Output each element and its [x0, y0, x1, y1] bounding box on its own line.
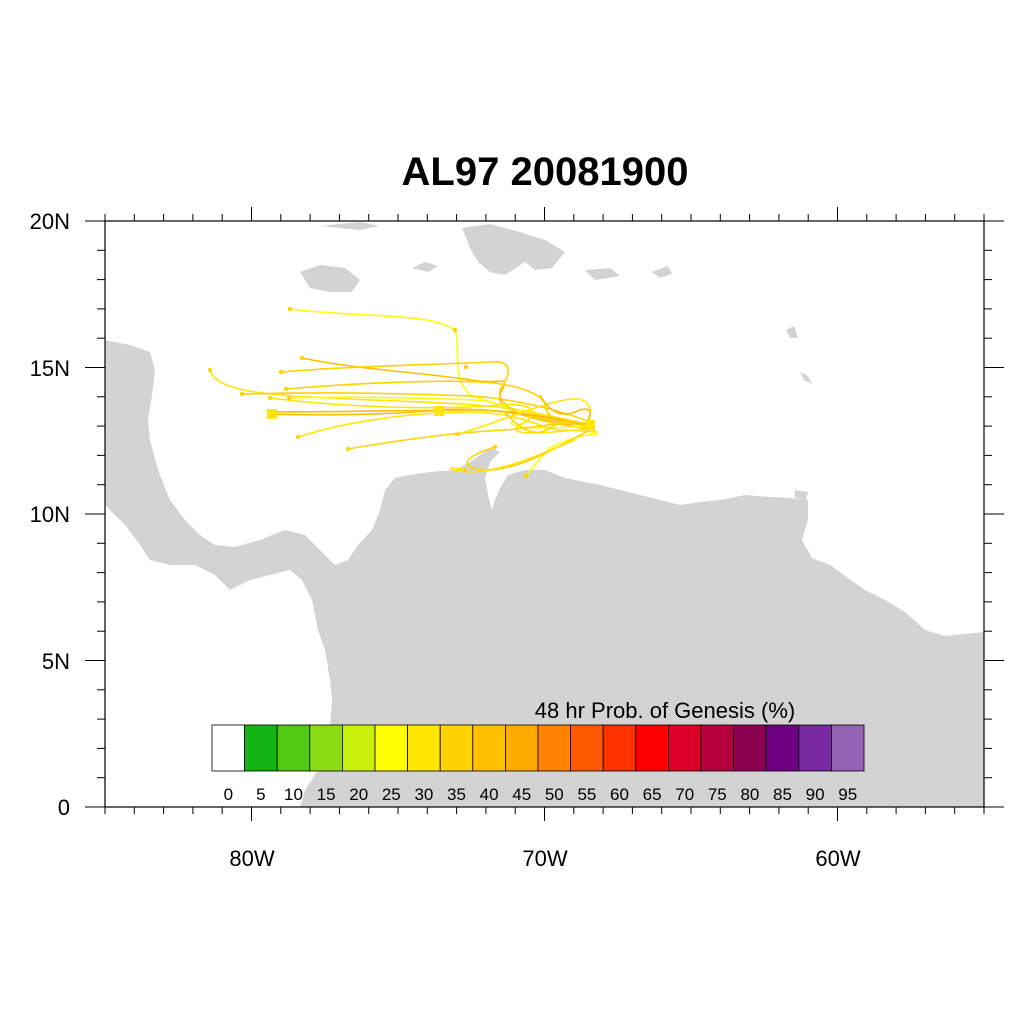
genesis-marker: [434, 406, 444, 416]
colorbar-label: 35: [447, 785, 466, 804]
colorbar-box: [244, 724, 278, 772]
colorbar-label: 30: [414, 785, 433, 804]
storm-track: [269, 397, 593, 434]
colorbar-labels: 0 5 10 15 20 25 30 35 40 45 50 55 60 65 70 75 80 85 90 95: [224, 785, 858, 804]
colorbar-label: 15: [317, 785, 336, 804]
colorbar-box: [211, 724, 245, 772]
colorbar-box: [668, 724, 702, 772]
genesis-marker: [267, 409, 277, 419]
track-point: [287, 306, 293, 312]
track-point: [267, 395, 273, 401]
colorbar-label: 0: [224, 785, 233, 804]
colorbar-box: [537, 724, 571, 772]
lat-label-10n: 10N: [30, 502, 70, 527]
lat-label-15n: 15N: [30, 356, 70, 381]
track-point: [523, 473, 529, 479]
latitude-labels: 20N 15N 10N 5N 0: [30, 209, 70, 820]
track-point: [295, 434, 301, 440]
colorbar-box: [635, 724, 669, 772]
axis-ticks: [85, 207, 1004, 821]
lat-label-5n: 5N: [42, 649, 70, 674]
colorbar-box: [798, 724, 832, 772]
martinique-island: [800, 372, 812, 384]
genesis-tracks: [207, 306, 599, 479]
colorbar-label: 10: [284, 785, 303, 804]
puerto-rico-island: [585, 268, 620, 280]
colorbar-label: 40: [480, 785, 499, 804]
lat-label-20n: 20N: [30, 209, 70, 234]
storm-track: [209, 369, 593, 426]
colorbar-box: [472, 724, 506, 772]
hispaniola-island: [462, 224, 565, 275]
track-point: [283, 386, 289, 392]
colorbar: 48 hr Prob. of Genesis (%) 0 5 10 15 20 25 30 3…: [211, 698, 865, 804]
south-america-landmass: [105, 340, 984, 807]
colorbar-label: 70: [675, 785, 694, 804]
lon-label-70w: 70W: [522, 846, 567, 871]
colorbar-box: [602, 724, 637, 772]
longitude-labels: 80W 70W 60W: [229, 846, 860, 871]
colorbar-box: [374, 724, 408, 772]
colorbar-box: [341, 724, 376, 772]
colorbar-boxes: [211, 724, 865, 772]
trinidad-island: [795, 490, 808, 500]
virgin-islands: [652, 266, 672, 278]
storm-track: [539, 394, 591, 426]
track-point: [299, 355, 305, 361]
track-point: [345, 446, 351, 452]
track-point: [452, 327, 458, 333]
colorbar-label: 95: [838, 785, 857, 804]
jamaica-island: [412, 262, 438, 272]
colorbar-label: 90: [806, 785, 825, 804]
colorbar-box: [700, 724, 734, 772]
map-title: AL97 20081900: [401, 150, 689, 194]
storm-track: [289, 308, 593, 426]
colorbar-label: 45: [512, 785, 531, 804]
colorbar-label: 85: [773, 785, 792, 804]
cuba-east: [320, 222, 380, 230]
track-point: [463, 364, 469, 370]
lon-label-80w: 80W: [229, 846, 274, 871]
colorbar-box: [407, 724, 441, 772]
colorbar-label: 55: [577, 785, 596, 804]
genesis-marker: [585, 420, 595, 430]
colorbar-box: [831, 724, 865, 772]
colorbar-label: 80: [740, 785, 759, 804]
storm-track: [347, 422, 591, 450]
colorbar-box: [276, 724, 311, 772]
colorbar-title: 48 hr Prob. of Genesis (%): [535, 698, 795, 723]
guadeloupe-island: [786, 326, 798, 338]
colorbar-label: 5: [256, 785, 265, 804]
colorbar-label: 25: [382, 785, 401, 804]
track-point: [286, 395, 292, 401]
colorbar-box: [570, 724, 604, 772]
colorbar-label: 75: [708, 785, 727, 804]
lon-label-60w: 60W: [815, 846, 860, 871]
colorbar-label: 20: [349, 785, 368, 804]
lat-label-0: 0: [58, 795, 70, 820]
colorbar-box: [733, 724, 767, 772]
land-layer: [105, 222, 984, 807]
colorbar-box: [439, 724, 474, 772]
storm-track: [504, 411, 589, 434]
colorbar-label: 50: [545, 785, 564, 804]
track-point: [492, 444, 498, 450]
colorbar-box: [504, 724, 539, 772]
storm-track: [297, 411, 599, 438]
track-point: [455, 431, 461, 437]
storm-track: [525, 433, 598, 477]
storm-track: [449, 439, 576, 473]
colorbar-label: 65: [643, 785, 662, 804]
track-point: [462, 467, 468, 473]
track-point: [239, 391, 245, 397]
colorbar-label: 60: [610, 785, 629, 804]
colorbar-box: [309, 724, 343, 772]
track-point: [465, 377, 471, 383]
cuba-island: [300, 265, 360, 292]
track-point: [278, 369, 284, 375]
storm-track: [280, 361, 596, 429]
colorbar-box: [765, 724, 800, 772]
track-point: [207, 367, 213, 373]
